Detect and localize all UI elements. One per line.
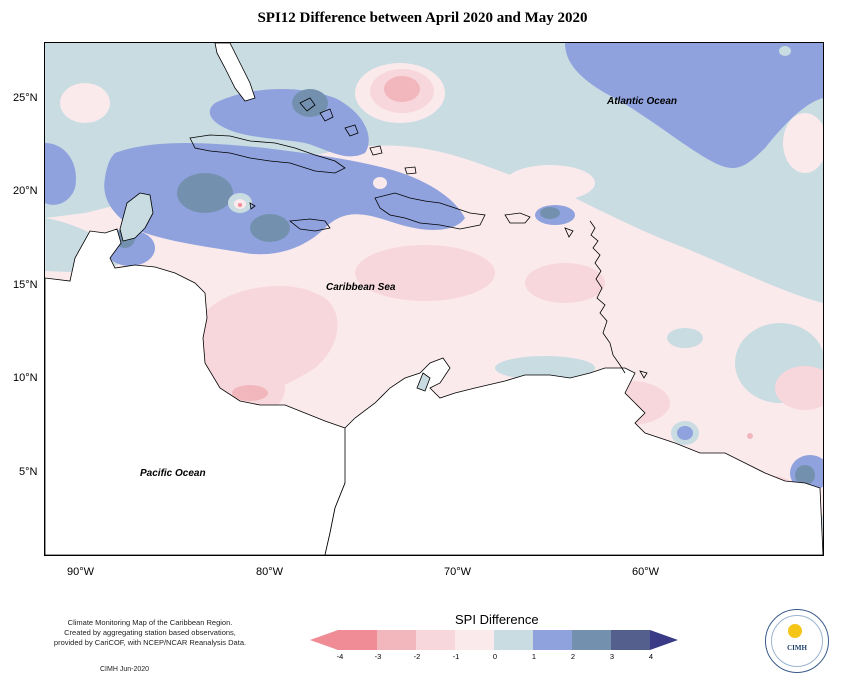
legend-tick: 0: [492, 652, 498, 661]
caribbean-sea-label: Caribbean Sea: [326, 282, 396, 293]
legend-tick: -1: [452, 652, 460, 661]
spi-spot-markers: [228, 46, 791, 439]
lon-label-80w: 80°W: [256, 566, 284, 578]
lon-label-90w: 90°W: [67, 566, 95, 578]
legend-tick: 4: [648, 652, 654, 661]
legend-swatch-neg2-neg1: [416, 630, 455, 650]
spi-map: Atlantic Ocean Caribbean Sea Pacific Oce…: [45, 43, 823, 555]
islands: [189, 97, 648, 379]
legend-tick: -4: [336, 652, 344, 661]
atlantic-ocean-label: Atlantic Ocean: [606, 96, 677, 107]
legend-swatch-neg3-neg2: [377, 630, 416, 650]
sun-icon: [788, 624, 802, 638]
legend-swatch-neg4-neg3: [338, 630, 377, 650]
credits-line-3: provided by CariCOF, with NCEP/NCAR Rean…: [53, 638, 247, 647]
legend-swatch-lt-4: [310, 630, 338, 650]
credits-line-2: Created by aggregating station based obs…: [64, 628, 236, 637]
map-panel: Atlantic Ocean Caribbean Sea Pacific Oce…: [44, 42, 824, 556]
lat-label-25n: 25°N: [13, 92, 38, 104]
credits-line-1: Climate Monitoring Map of the Caribbean …: [67, 618, 233, 627]
lat-label-15n: 15°N: [13, 279, 38, 291]
legend-tick: -2: [413, 652, 421, 661]
legend-swatch-2-3: [572, 630, 611, 650]
spi-grey-blue-regions: [115, 89, 815, 485]
credits-text: Climate Monitoring Map of the Caribbean …: [30, 618, 270, 648]
legend-swatch-gt-4: [650, 630, 678, 650]
lat-label-20n: 20°N: [13, 185, 38, 197]
legend-swatch-3-4: [611, 630, 650, 650]
legend-tick: -3: [374, 652, 382, 661]
logo-text: CIMH: [787, 644, 807, 652]
logo-ring: [771, 615, 823, 667]
legend-tick: 3: [609, 652, 615, 661]
cimh-logo: CIMH: [765, 609, 829, 673]
legend-tick: 2: [570, 652, 576, 661]
legend-title: SPI Difference: [455, 612, 539, 627]
lat-label-5n: 5°N: [19, 466, 38, 478]
legend-colorbar: [310, 630, 678, 650]
map-title: SPI12 Difference between April 2020 and …: [257, 10, 588, 26]
legend-swatch-0-1: [494, 630, 533, 650]
legend-tick: 1: [531, 652, 537, 661]
lon-label-60w: 60°W: [632, 566, 660, 578]
spi-pink-regions: [232, 76, 420, 401]
lon-label-70w: 70°W: [444, 566, 472, 578]
pacific-ocean-label: Pacific Ocean: [140, 468, 206, 479]
credits-date: CIMH Jun-2020: [100, 666, 150, 673]
land-masses: [45, 43, 823, 555]
spi-blue-regions: [45, 43, 823, 491]
legend-swatch-1-2: [533, 630, 572, 650]
lat-label-10n: 10°N: [13, 372, 38, 384]
legend-swatch-neg1-0: [455, 630, 494, 650]
